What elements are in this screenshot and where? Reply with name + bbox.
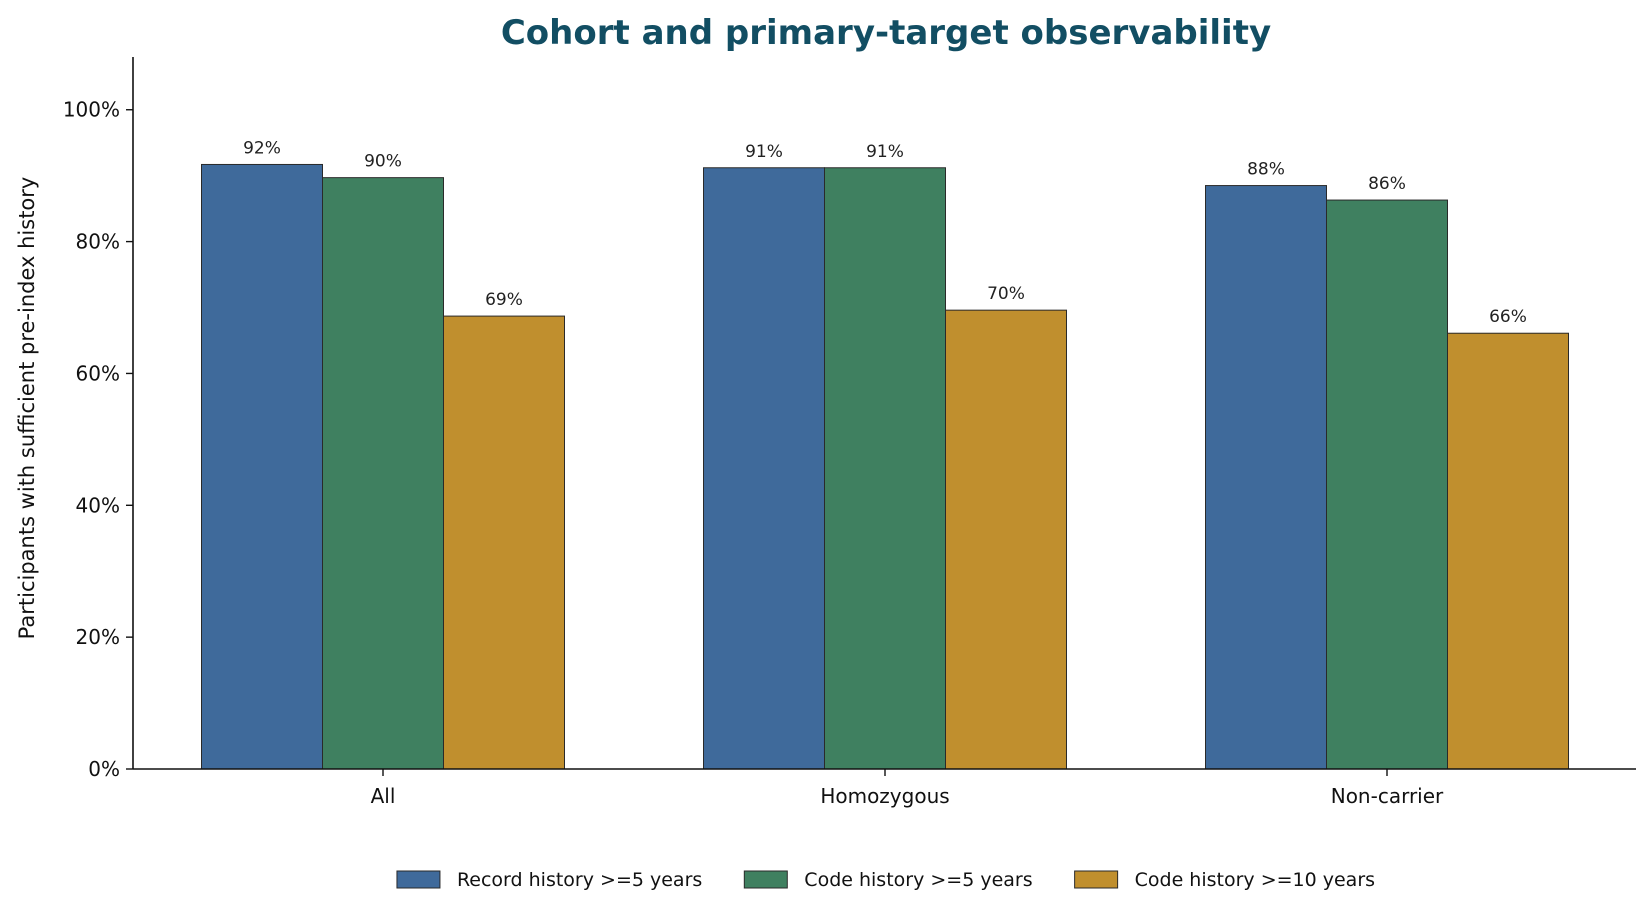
y-tick-label: 80%	[76, 230, 120, 254]
legend: Record history >=5 years Code history >=5…	[396, 869, 1375, 891]
data-label: 91%	[866, 142, 904, 162]
y-tick-label: 40%	[76, 493, 120, 517]
bars-group	[201, 163, 1569, 770]
data-label: 70%	[987, 284, 1025, 304]
legend-swatch	[743, 870, 788, 889]
y-tick-label: 20%	[76, 625, 120, 649]
y-tick-label: 100%	[63, 98, 120, 122]
bar-homozygous-series-2	[824, 167, 946, 770]
data-label: 91%	[745, 142, 783, 162]
legend-swatch	[396, 870, 441, 889]
y-axis: 0% 20% 40% 60% 80% 100%	[63, 57, 134, 781]
data-label: 66%	[1489, 307, 1527, 327]
legend-label: Code history >=10 years	[1135, 869, 1375, 891]
data-label: 90%	[364, 152, 402, 172]
legend-item-1: Record history >=5 years	[396, 869, 702, 891]
bar-non-carrier-series-3	[1447, 332, 1569, 770]
legend-label: Code history >=5 years	[804, 869, 1032, 891]
bar-non-carrier-series-1	[1205, 185, 1327, 770]
bar-homozygous-series-3	[945, 309, 1067, 770]
x-tick-label: Non-carrier	[1331, 784, 1444, 808]
bar-all-series-3	[443, 315, 565, 770]
x-tick-label: Homozygous	[820, 784, 949, 808]
chart-title: Cohort and primary-target observability	[501, 13, 1271, 53]
legend-item-3: Code history >=10 years	[1074, 869, 1375, 891]
data-label: 86%	[1368, 174, 1406, 194]
legend-swatch	[1074, 870, 1119, 889]
legend-item-2: Code history >=5 years	[743, 869, 1033, 891]
data-labels-group: 92% 90% 69% 91% 91% 70% 88% 86% 66%	[243, 138, 1527, 327]
bar-all-series-2	[322, 177, 444, 770]
legend-label: Record history >=5 years	[457, 869, 702, 891]
data-label: 69%	[485, 290, 523, 310]
y-axis-label: Participants with sufficient pre-index h…	[15, 177, 39, 640]
data-label: 88%	[1247, 160, 1285, 180]
x-tick-label: All	[371, 784, 396, 808]
bar-homozygous-series-1	[703, 167, 825, 770]
y-tick-label: 60%	[76, 361, 120, 385]
bar-non-carrier-series-2	[1326, 199, 1448, 770]
bar-all-series-1	[201, 163, 323, 770]
x-axis: All Homozygous Non-carrier	[133, 768, 1636, 808]
data-label: 92%	[243, 138, 281, 158]
y-tick-label: 0%	[88, 757, 120, 781]
